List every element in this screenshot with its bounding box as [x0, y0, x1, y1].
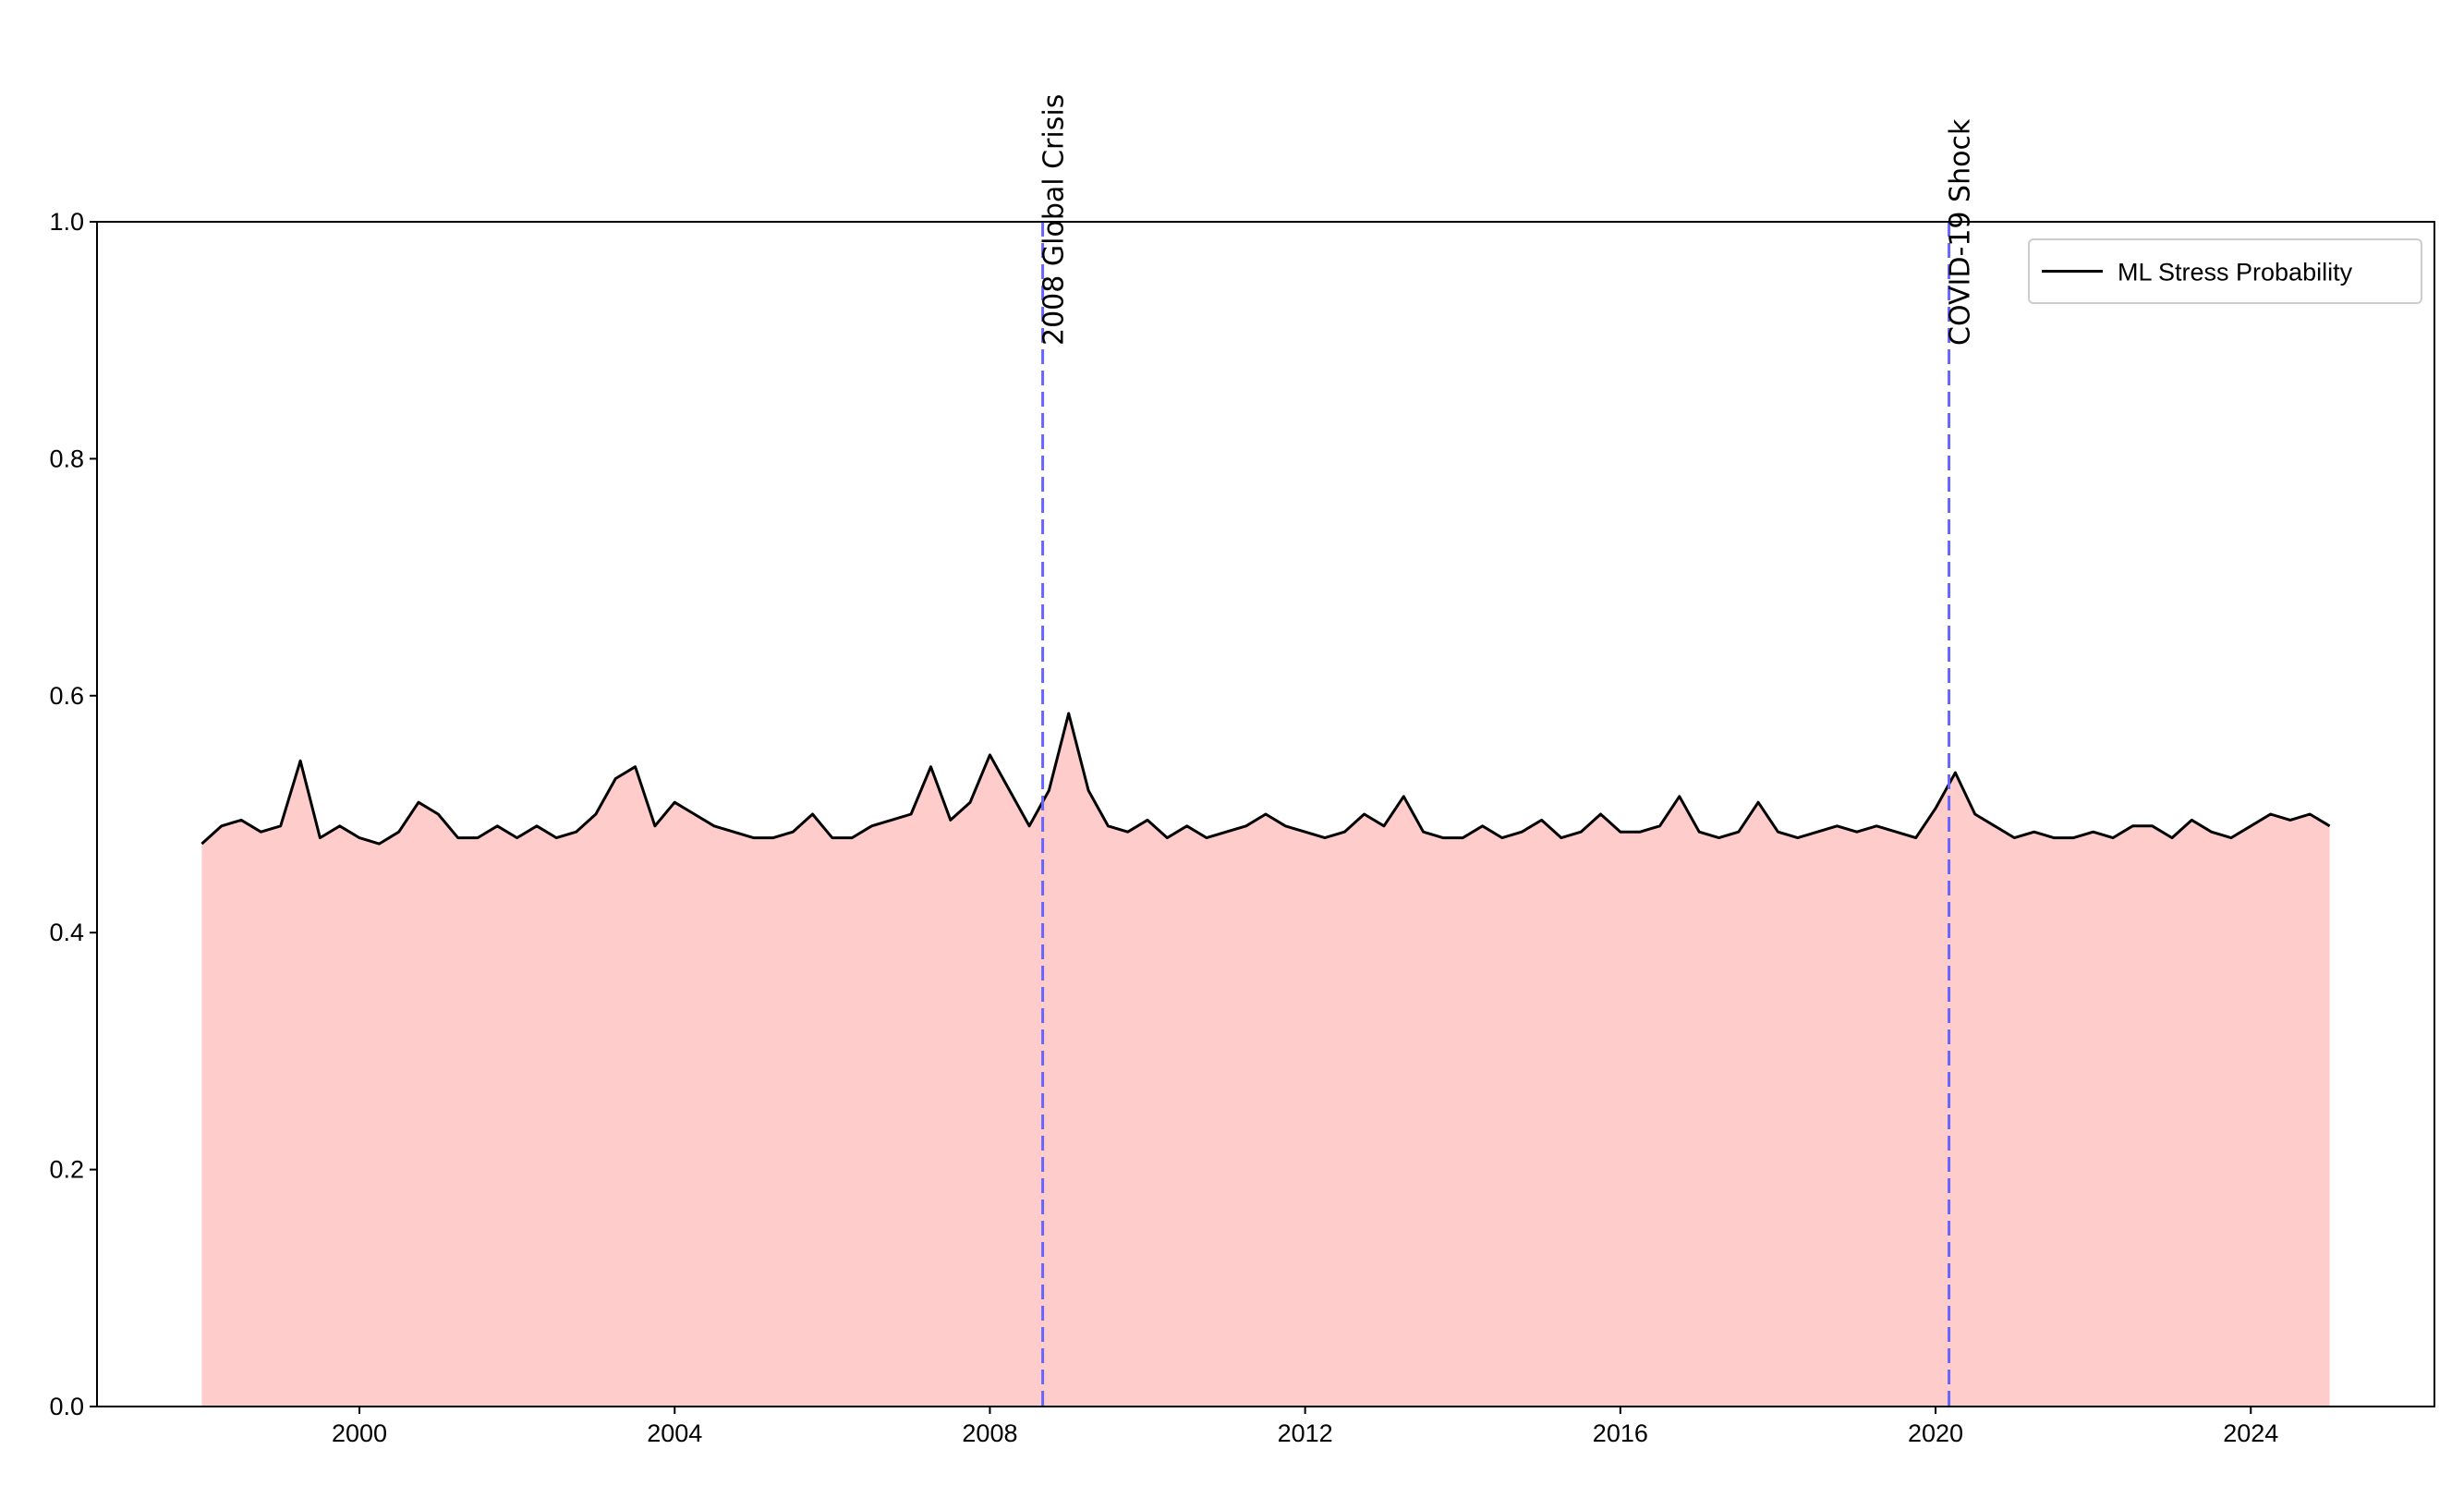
legend-label: ML Stress Probability	[2118, 259, 2353, 286]
x-tick-label: 2012	[1278, 1419, 1333, 1447]
event-label: COVID-19 Shock	[1945, 118, 1977, 346]
x-tick-label: 2008	[962, 1419, 1017, 1447]
y-tick-label: 1.0	[49, 208, 84, 236]
y-tick-label: 0.2	[49, 1156, 84, 1184]
x-tick-label: 2004	[647, 1419, 702, 1447]
y-tick-label: 0.4	[49, 919, 84, 946]
x-tick-label: 2000	[332, 1419, 387, 1447]
x-tick-label: 2016	[1593, 1419, 1648, 1447]
plot-frame	[96, 221, 2435, 1407]
line	[200, 712, 2331, 846]
y-tick-label: 0.0	[49, 1393, 84, 1420]
x-tick-label: 2024	[2223, 1419, 2278, 1447]
legend-box	[2028, 238, 2422, 304]
x-tick-label: 2020	[1908, 1419, 1963, 1447]
area	[201, 713, 2330, 1407]
y-tick-label: 0.6	[49, 682, 84, 710]
y-tick-label: 0.8	[49, 445, 84, 472]
event-label: 2008 Global Crisis	[1038, 94, 1071, 346]
